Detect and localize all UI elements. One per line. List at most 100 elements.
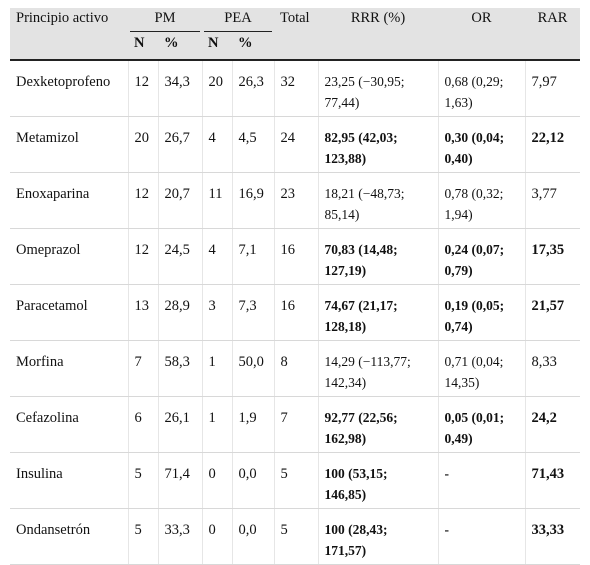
cell-rar: 8,33 — [524, 340, 580, 397]
header-pm-pct: % — [158, 32, 202, 61]
cell-pm-n: 6 — [127, 396, 158, 453]
cell-rar: 7,97 — [524, 60, 580, 117]
cell-pea-pct: 50,0 — [231, 340, 274, 397]
table-row: Enoxaparina 12 20,7 11 16,9 23 18,21 (−48,73; … — [10, 172, 580, 229]
header-blank — [318, 32, 438, 61]
cell-pea-n: 20 — [201, 60, 232, 117]
cell-pea-n: 4 — [201, 116, 232, 173]
cell-drug: Cefazolina — [10, 396, 128, 453]
cell-pea-n: 1 — [201, 340, 232, 397]
cell-rar: 33,33 — [524, 508, 580, 565]
cell-rar: 24,2 — [524, 396, 580, 453]
header-pea-pct: % — [232, 32, 274, 61]
header-pea: PEA — [202, 8, 274, 32]
cell-drug: Paracetamol — [10, 284, 128, 341]
cell-rrr: 82,95 (42,03; 123,88) — [317, 116, 438, 173]
cell-pea-pct: 7,3 — [231, 284, 274, 341]
table-row: Paracetamol 13 28,9 3 7,3 16 74,67 (21,17; 128… — [10, 284, 580, 341]
cell-pm-n: 12 — [127, 172, 158, 229]
cell-rrr: 18,21 (−48,73; 85,14) — [317, 172, 438, 229]
table-row: Insulina 5 71,4 0 0,0 5 100 (53,15; 146,85) -71… — [10, 452, 580, 509]
cell-rar: 17,35 — [524, 228, 580, 285]
cell-pea-pct: 4,5 — [231, 116, 274, 173]
cell-rrr: 92,77 (22,56; 162,98) — [317, 396, 438, 453]
header-blank — [525, 32, 580, 61]
cell-pm-pct: 20,7 — [157, 172, 202, 229]
cell-or: 0,71 (0,04; 14,35) — [437, 340, 525, 397]
cell-drug: Enoxaparina — [10, 172, 128, 229]
cell-pea-pct: 1,9 — [231, 396, 274, 453]
cell-pea-pct: 0,0 — [231, 452, 274, 509]
cell-pea-n: 3 — [201, 284, 232, 341]
cell-rrr: 14,29 (−113,77; 142,34) — [317, 340, 438, 397]
header-drug: Principio activo — [10, 8, 128, 32]
header-rar: RAR — [525, 8, 580, 32]
cell-total: 8 — [273, 340, 318, 397]
header-rrr: RRR (%) — [318, 8, 438, 32]
table-row: Ondansetrón 5 33,3 0 0,0 5 100 (28,43; 171,57)… — [10, 508, 580, 565]
header-pea-n: N — [202, 32, 232, 61]
table-row: Metamizol 20 26,7 4 4,5 24 82,95 (42,03; 123,8… — [10, 116, 580, 173]
table-body: Dexketoprofeno 12 34,3 20 26,3 32 23,25 (−30,9… — [10, 60, 580, 565]
cell-or: 0,24 (0,07; 0,79) — [437, 228, 525, 285]
results-table: Principio activo PM PEA Total RRR (%) OR… — [10, 8, 580, 565]
cell-rrr: 23,25 (−30,95; 77,44) — [317, 60, 438, 117]
header-blank — [274, 32, 318, 61]
cell-pea-n: 1 — [201, 396, 232, 453]
cell-total: 5 — [273, 508, 318, 565]
cell-total: 24 — [273, 116, 318, 173]
cell-rar: 21,57 — [524, 284, 580, 341]
cell-total: 23 — [273, 172, 318, 229]
cell-drug: Ondansetrón — [10, 508, 128, 565]
cell-or: - — [437, 452, 525, 509]
cell-or: 0,78 (0,32; 1,94) — [437, 172, 525, 229]
header-pm: PM — [128, 8, 202, 32]
cell-drug: Omeprazol — [10, 228, 128, 285]
cell-pm-pct: 71,4 — [157, 452, 202, 509]
cell-pm-pct: 28,9 — [157, 284, 202, 341]
cell-pm-n: 12 — [127, 228, 158, 285]
cell-pm-pct: 33,3 — [157, 508, 202, 565]
cell-pm-n: 7 — [127, 340, 158, 397]
table-row: Morfina 7 58,3 1 50,0 8 14,29 (−113,77; 142,34… — [10, 340, 580, 397]
cell-pm-pct: 26,1 — [157, 396, 202, 453]
cell-pm-n: 12 — [127, 60, 158, 117]
header-blank — [10, 32, 128, 61]
cell-pm-n: 5 — [127, 452, 158, 509]
cell-pea-n: 0 — [201, 508, 232, 565]
cell-pea-pct: 26,3 — [231, 60, 274, 117]
cell-pm-pct: 24,5 — [157, 228, 202, 285]
cell-pm-n: 5 — [127, 508, 158, 565]
cell-total: 5 — [273, 452, 318, 509]
cell-total: 7 — [273, 396, 318, 453]
cell-rrr: 100 (28,43; 171,57) — [317, 508, 438, 565]
header-total: Total — [274, 8, 318, 32]
cell-total: 16 — [273, 228, 318, 285]
header-pm-n: N — [128, 32, 158, 61]
cell-pm-pct: 26,7 — [157, 116, 202, 173]
table-header: Principio activo PM PEA Total RRR (%) OR… — [10, 8, 580, 61]
cell-pm-n: 20 — [127, 116, 158, 173]
cell-pm-pct: 58,3 — [157, 340, 202, 397]
cell-or: 0,19 (0,05; 0,74) — [437, 284, 525, 341]
header-or: OR — [438, 8, 525, 32]
cell-pea-pct: 16,9 — [231, 172, 274, 229]
cell-or: 0,30 (0,04; 0,40) — [437, 116, 525, 173]
cell-rar: 71,43 — [524, 452, 580, 509]
cell-total: 32 — [273, 60, 318, 117]
cell-pm-pct: 34,3 — [157, 60, 202, 117]
cell-drug: Morfina — [10, 340, 128, 397]
cell-rrr: 74,67 (21,17; 128,18) — [317, 284, 438, 341]
cell-rar: 3,77 — [524, 172, 580, 229]
cell-pea-pct: 7,1 — [231, 228, 274, 285]
cell-or: 0,05 (0,01; 0,49) — [437, 396, 525, 453]
cell-rar: 22,12 — [524, 116, 580, 173]
table-row: Omeprazol 12 24,5 4 7,1 16 70,83 (14,48; 127,1… — [10, 228, 580, 285]
cell-pea-n: 4 — [201, 228, 232, 285]
cell-rrr: 70,83 (14,48; 127,19) — [317, 228, 438, 285]
cell-rrr: 100 (53,15; 146,85) — [317, 452, 438, 509]
cell-drug: Dexketoprofeno — [10, 60, 128, 117]
cell-pea-n: 11 — [201, 172, 232, 229]
cell-or: - — [437, 508, 525, 565]
cell-drug: Metamizol — [10, 116, 128, 173]
